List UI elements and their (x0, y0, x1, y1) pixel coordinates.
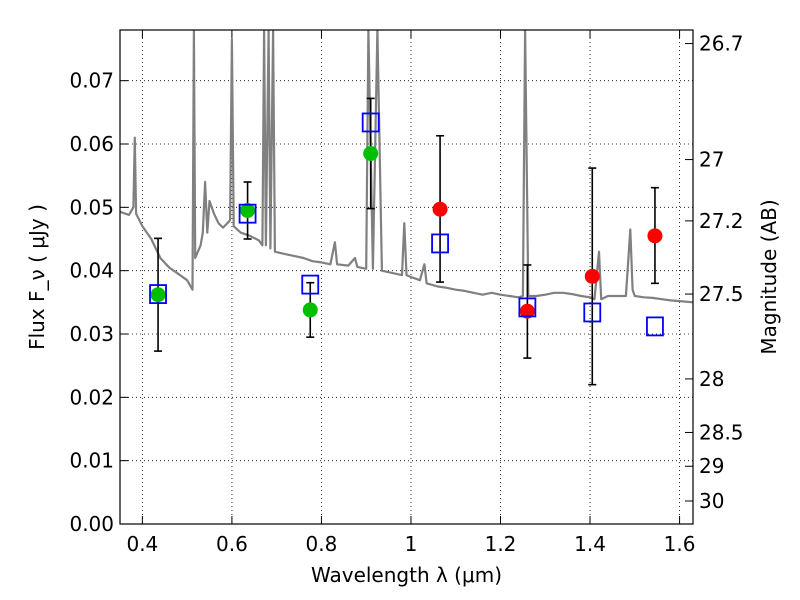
model-point (431, 233, 449, 254)
data-point (584, 268, 600, 284)
mag-tick-label: 27 (699, 148, 724, 172)
mag-tick-label: 28.5 (699, 420, 744, 444)
y-tick-label: 0.01 (69, 449, 114, 473)
data-point (240, 203, 256, 218)
x-tick-label: 0.6 (216, 532, 248, 556)
data-point (150, 287, 166, 303)
ticks: 0.4 0.6 0.8 1 1.2 1.4 1.6 0.00 0.01 0.02 0.03 0.04 0… (69, 30, 744, 556)
x-tick-label: 1 (405, 532, 418, 556)
x-tick-label: 1.4 (574, 532, 606, 556)
mag-tick-label: 29 (699, 454, 724, 478)
y-tick-label: 0.04 (69, 259, 114, 283)
model-point (149, 284, 167, 305)
y-axis-label: Flux F_ν ( μJy ) (25, 204, 49, 350)
grid (120, 30, 693, 525)
mag-tick-label: 27.5 (699, 282, 744, 306)
x-tick-label: 0.8 (306, 532, 338, 556)
y-tick-label: 0.07 (69, 69, 114, 93)
plot-frame (119, 29, 694, 525)
y-axis-label-right: Magnitude (AB) (757, 199, 781, 354)
mag-tick-label: 26.7 (699, 32, 744, 56)
x-tick-label: 0.4 (126, 532, 158, 556)
model-spectrum-layer (120, 30, 693, 304)
model-spectrum-line (120, 30, 693, 304)
y-tick-label: 0.05 (69, 195, 114, 219)
y-tick-label: 0.03 (69, 322, 114, 346)
mag-tick-label: 27.2 (699, 209, 744, 233)
model-point (301, 274, 320, 295)
x-tick-label: 1.6 (664, 532, 696, 556)
data-point (519, 303, 535, 319)
data-point (302, 302, 318, 318)
mag-tick-label: 30 (699, 489, 724, 513)
y-tick-label: 0.00 (69, 512, 114, 536)
y-tick-label: 0.02 (69, 385, 114, 409)
model-point (518, 297, 537, 318)
data-point (363, 146, 379, 161)
model-point (583, 302, 602, 323)
x-tick-label: 1.2 (485, 532, 517, 556)
model-point (646, 316, 664, 337)
mag-tick-label: 28 (699, 367, 724, 391)
x-axis-label: Wavelength λ (μm) (311, 563, 502, 587)
model-point (238, 203, 257, 224)
data-point (432, 201, 448, 217)
data-point (647, 228, 663, 244)
data-points-layer (149, 97, 664, 386)
model-point (361, 112, 380, 133)
y-tick-label: 0.06 (69, 132, 114, 156)
